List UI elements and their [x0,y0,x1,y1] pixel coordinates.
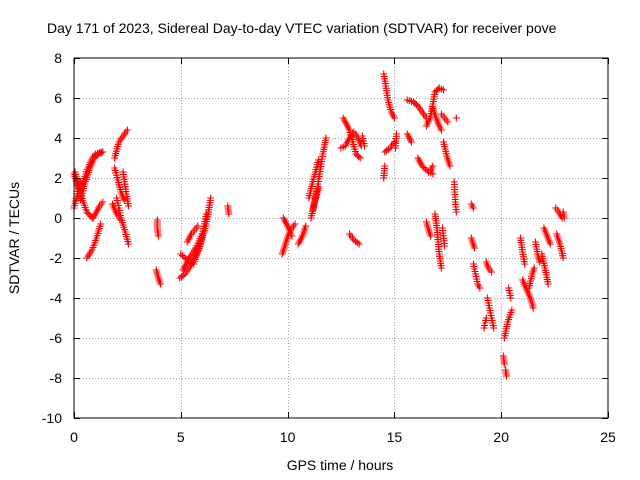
data-point [507,294,515,302]
axis-ticks: 0 5 10 15 20 25 -10 -8 -6 -4 -2 0 2 4 6 8 [42,50,616,445]
y-tick-label: -10 [42,410,62,426]
data-point [154,232,162,240]
data-point [384,145,392,153]
data-point [500,360,508,368]
data-point [482,314,490,322]
data-point [99,198,107,206]
data-point [429,170,437,178]
data-point [207,194,215,202]
data-point [291,220,299,228]
y-axis-label: SDTVAR / TECUs [6,182,22,294]
data-point [178,273,186,281]
data-point [418,162,426,170]
data-point [178,252,186,259]
data-point [437,126,445,134]
data-point [176,274,184,282]
data-point [322,134,330,142]
data-point [530,264,538,272]
data-point [97,220,105,228]
x-tick-label: 5 [177,429,185,445]
data-point [98,148,106,156]
data-point [521,260,529,268]
data-point [383,147,391,155]
data-point [355,153,363,161]
data-point [427,232,435,240]
data-point [437,264,445,272]
data-point [120,196,128,204]
data-point [490,324,498,332]
y-tick-label: 2 [54,170,62,186]
y-tick-label: 6 [54,90,62,106]
data-point [440,86,448,94]
data-point [469,204,477,212]
data-point [476,284,484,292]
data-point [360,142,368,150]
data-point [421,165,429,173]
data-point [446,162,454,170]
plot-frame [73,57,609,419]
data-point [315,184,323,192]
data-point [356,154,364,162]
data-point [560,214,568,222]
data-point [529,304,537,312]
x-tick-label: 25 [600,429,616,445]
y-tick-label: 8 [54,50,62,66]
y-tick-label: -2 [50,250,63,266]
y-tick-label: 0 [54,210,62,226]
data-point [544,280,552,288]
data-point [488,268,496,276]
data-point [444,118,452,126]
data-point [302,222,310,230]
data-point [225,210,233,218]
data-points [70,70,568,380]
data-point [536,258,544,266]
data-point [420,164,428,171]
data-point [123,126,131,134]
data-point [381,162,389,170]
x-tick-label: 15 [387,429,403,445]
data-point [352,237,360,245]
data-point [508,306,516,314]
data-point [194,222,202,230]
data-point [315,156,323,164]
data-point [355,240,363,248]
y-tick-label: 4 [54,130,62,146]
chart-title: Day 171 of 2023, Sidereal Day-to-day VTE… [47,20,557,36]
data-point [177,250,185,258]
data-point [452,208,460,216]
x-tick-label: 10 [280,429,296,445]
data-point [117,216,125,224]
data-point [353,239,361,247]
y-tick-label: -8 [50,370,63,386]
data-point [429,162,437,170]
data-point [559,254,567,262]
data-point [390,114,398,122]
y-tick-label: -6 [50,330,63,346]
data-point [471,244,478,252]
data-point [157,280,165,288]
data-point [124,240,132,248]
x-axis-label: GPS time / hours [287,457,394,473]
data-point [393,130,401,138]
x-tick-label: 0 [70,429,78,445]
data-point [202,210,210,218]
data-point [390,138,398,146]
data-point [407,138,415,146]
y-tick-label: -4 [50,290,63,306]
data-point [288,232,296,240]
data-point [350,236,358,244]
data-point [546,240,554,248]
data-point [441,242,449,250]
data-point [124,202,132,210]
data-point [381,148,389,156]
data-point [452,114,460,122]
data-point [503,372,511,380]
data-point [180,253,188,261]
data-point [198,230,206,238]
x-tick-label: 20 [493,429,509,445]
